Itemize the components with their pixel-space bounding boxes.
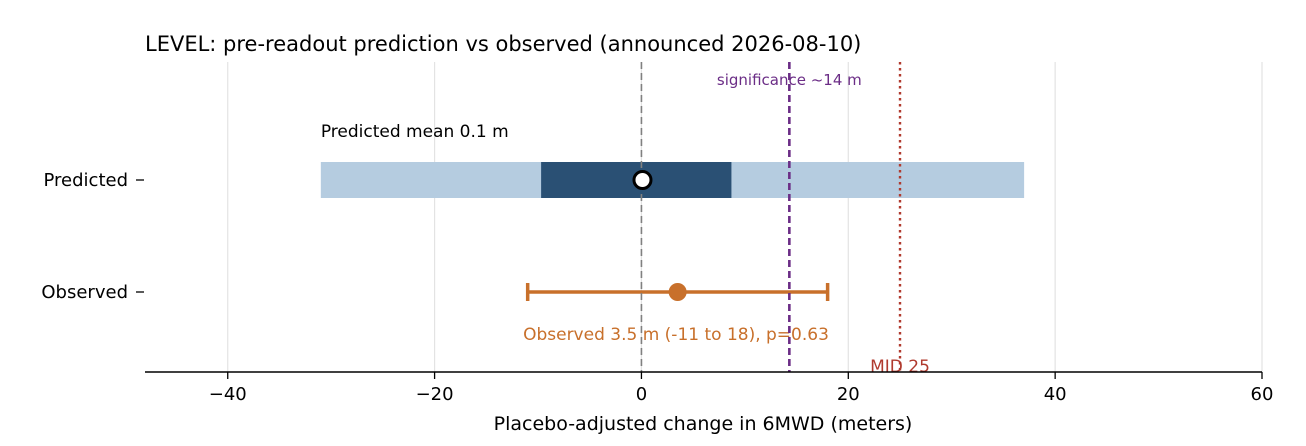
observed-point [668,283,687,301]
x-tick-label: 0 [636,384,647,405]
y-category-label: Observed [41,282,128,303]
y-category-label: Predicted [44,170,129,191]
x-tick-label: −20 [416,384,454,405]
observed-label: Observed 3.5 m (-11 to 18), p=0.63 [523,325,829,345]
chart-title: LEVEL: pre-readout prediction vs observe… [145,32,861,56]
x-tick-label: 20 [837,384,860,405]
reference-line-label-1: significance ~14 m [717,71,862,89]
x-tick-label: −40 [209,384,247,405]
x-axis-label: Placebo-adjusted change in 6MWD (meters) [494,413,913,435]
x-tick-label: 40 [1044,384,1067,405]
predicted-mean-marker [632,170,653,190]
x-tick-label: 60 [1251,384,1274,405]
plot-area: Predicted mean 0.1 m Observed 3.5 m (-11 … [320,62,1025,377]
axes: −40 −20 0 20 40 60 Predicted Observed [41,170,1273,405]
reference-line-label-2: MID 25 [870,357,930,377]
predicted-mean-label: Predicted mean 0.1 m [321,122,509,142]
